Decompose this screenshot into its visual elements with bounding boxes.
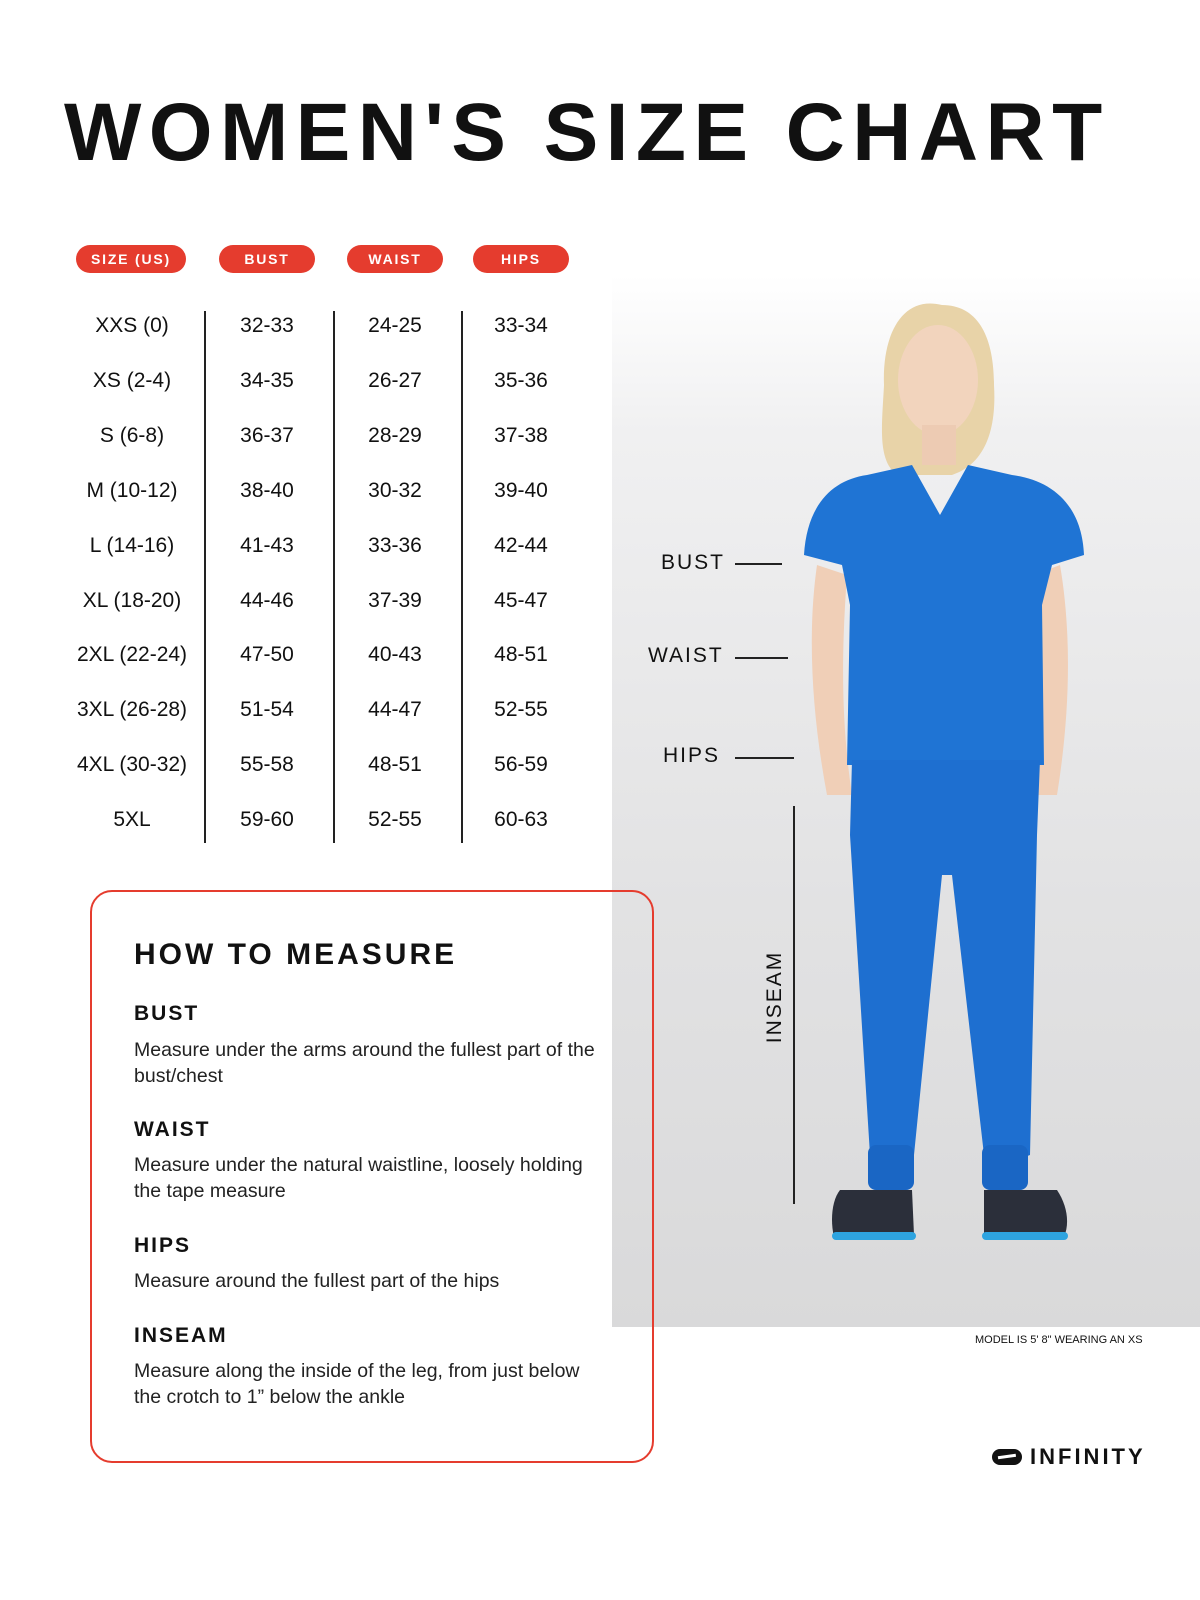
size-cell: S (6-8) [99,423,165,447]
header-size: SIZE (US) [76,245,186,273]
measurement-cell: 48-51 [368,753,422,777]
measurement-cell: 28-29 [368,423,422,447]
measurement-cell: 51-54 [240,698,294,722]
measurement-cell: 38-40 [240,478,294,502]
measurement-cell: 30-32 [368,478,422,502]
infinity-logo-icon [992,1449,1022,1465]
brand-name: INFINITY [1030,1444,1146,1469]
model-photo [612,275,1200,1327]
measurement-cell: 26-27 [368,368,422,392]
how-to-measure-heading: HOW TO MEASURE [134,938,458,971]
size-cell: L (14-16) [89,533,175,557]
measurement-cell: 59-60 [240,808,294,832]
model-caption: MODEL IS 5' 8" WEARING AN XS [975,1334,1143,1346]
measurement-cell: 39-40 [494,478,548,502]
measurement-cell: 34-35 [240,368,294,392]
size-cell: XXS (0) [95,314,169,337]
page-title: WOMEN'S SIZE CHART [64,87,1110,178]
column-divider [204,311,206,843]
bust-line [735,563,782,565]
measurement-cell: 35-36 [494,368,548,392]
how-to-measure-box [90,890,654,1463]
measurement-cell: 56-59 [494,753,548,777]
size-cell: M (10-12) [86,478,178,502]
bust-label: BUST [661,551,726,574]
column-divider [461,311,463,843]
measurement-cell: 32-33 [240,314,294,337]
measure-title: BUST [134,1002,200,1025]
size-cell: XL (18-20) [82,588,182,612]
size-cell: 2XL (22-24) [76,643,188,667]
waist-label: WAIST [648,644,724,667]
measurement-cell: 47-50 [240,643,294,667]
hips-label: HIPS [663,744,721,767]
measure-text: Measure around the fullest part of the h… [134,1270,500,1292]
measure-title: WAIST [134,1118,211,1141]
measurement-cell: 33-34 [494,314,548,337]
measure-text: Measure under the arms around the fulles… [134,1039,595,1087]
waist-line [735,657,788,659]
measurement-cell: 37-38 [494,423,548,447]
header-hips: HIPS [473,245,569,273]
measure-text: Measure under the natural waistline, loo… [134,1154,583,1202]
measurement-cell: 55-58 [240,753,294,777]
measurement-cell: 33-36 [368,533,422,557]
measurement-cell: 48-51 [494,643,548,667]
brand-logo: INFINITY [992,1444,1146,1470]
size-cell: 4XL (30-32) [76,753,188,777]
size-cell: XS (2-4) [92,368,172,392]
measurement-cell: 36-37 [240,423,294,447]
column-divider [333,311,335,843]
measurement-cell: 60-63 [494,808,548,832]
inseam-label: INSEAM [763,950,786,1044]
header-waist: WAIST [347,245,443,273]
measurement-cell: 37-39 [368,588,422,612]
measurement-cell: 52-55 [368,808,422,832]
size-cell: 3XL (26-28) [76,698,188,722]
measurement-cell: 45-47 [494,588,548,612]
measurement-cell: 40-43 [368,643,422,667]
measurement-cell: 42-44 [494,533,548,557]
measurement-cell: 44-46 [240,588,294,612]
measurement-cell: 44-47 [368,698,422,722]
header-bust: BUST [219,245,315,273]
measure-title: HIPS [134,1234,192,1257]
model-figure [804,303,1084,1240]
hips-line [735,757,794,759]
inseam-line [793,806,795,1204]
measurement-cell: 52-55 [494,698,548,722]
measure-title: INSEAM [134,1324,228,1347]
measurement-cell: 41-43 [240,533,294,557]
size-cell: 5XL [113,808,151,832]
measurement-cell: 24-25 [368,314,422,337]
measure-text: Measure along the inside of the leg, fro… [134,1360,580,1408]
